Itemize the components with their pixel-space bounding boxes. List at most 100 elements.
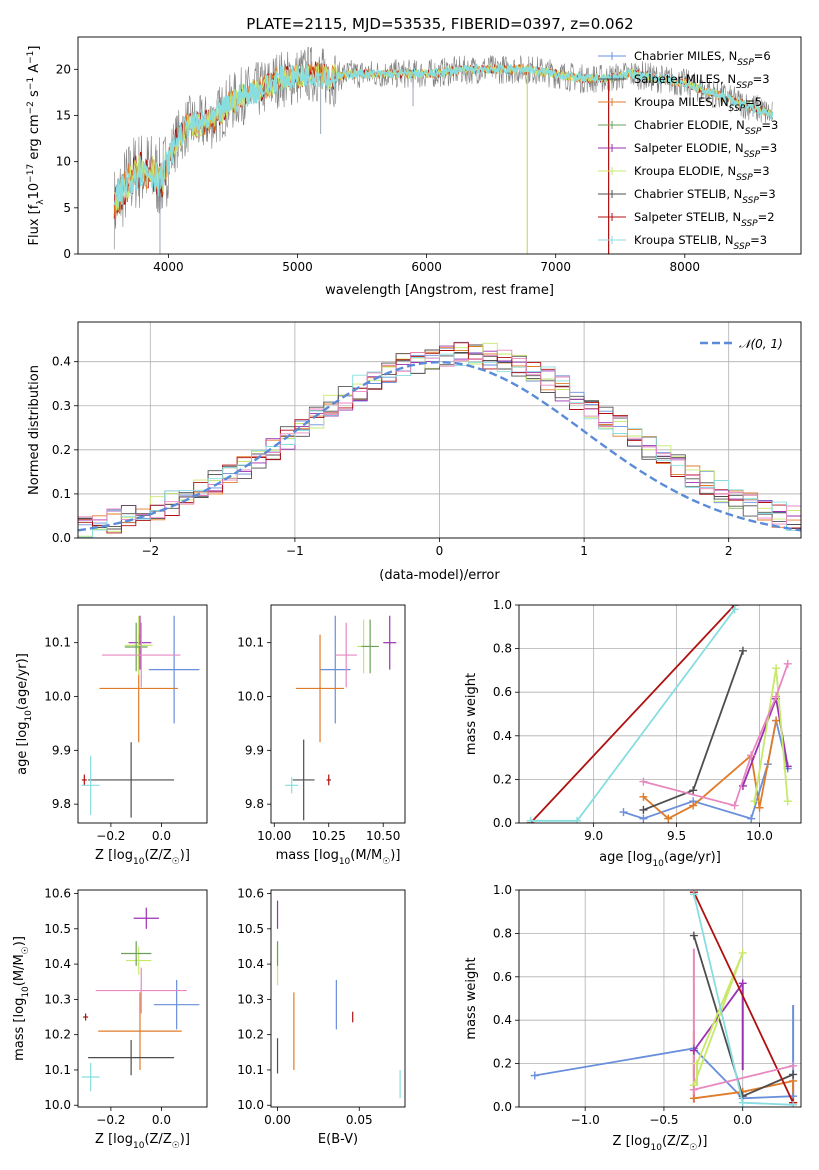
- y-axis-label: mass weight: [464, 957, 479, 1039]
- weight-marker: [526, 816, 535, 823]
- weight-marker: [689, 931, 698, 940]
- x-tick-label: 5000: [282, 260, 313, 274]
- label-part: (: [326, 1132, 331, 1147]
- label-part: [: [15, 741, 30, 746]
- x-axis-label: Z [log10(Z/Z☉)]: [95, 1132, 190, 1151]
- y-tick-label: 0.8: [493, 926, 512, 940]
- weight-marker: [747, 814, 756, 823]
- label-part: log: [15, 722, 30, 742]
- weight-line-pink: [693, 1064, 794, 1091]
- y-tick-label: 0.2: [493, 772, 512, 786]
- x-tick-label: −1: [286, 544, 304, 558]
- x-tick-label: 0.05: [346, 1113, 373, 1127]
- label-part: e: [685, 850, 693, 865]
- label-part: 10: [652, 859, 664, 869]
- label-part: a: [288, 848, 296, 863]
- label-part: a: [15, 767, 30, 775]
- label-part: ): [697, 1134, 702, 1149]
- y-tick-label: 0.6: [493, 685, 512, 699]
- weight-marker: [689, 890, 698, 899]
- y-tick-label: 5: [63, 201, 71, 215]
- label-part: 10: [133, 857, 145, 867]
- label-part: [: [108, 1132, 113, 1147]
- legend-label: Salpeter STELIB, NSSP=2: [634, 210, 775, 229]
- figure-title: PLATE=2115, MJD=53535, FIBERID=0397, z=0…: [246, 15, 633, 33]
- weight-marker: [619, 808, 628, 817]
- y-tick-label: 10.0: [237, 690, 264, 704]
- legend-label: Chabrier ELODIE, NSSP=3: [634, 118, 778, 137]
- x-axis-label: Z [log10(Z/Z☉)]: [95, 848, 190, 867]
- label-part: =2: [758, 210, 775, 224]
- label-part: Z: [150, 1132, 159, 1147]
- label-part: 10: [24, 710, 34, 722]
- label-part: Z: [667, 1134, 676, 1149]
- legend-label: Salpeter ELODIE, NSSP=3: [634, 141, 777, 160]
- x-tick-label: −0.2: [96, 1113, 125, 1127]
- weight-marker: [755, 803, 764, 812]
- label-part: s: [303, 848, 310, 863]
- axes-age_vs_z: −0.2 0.09.89.910.010.1Z [log10(Z/Z☉)]age …: [15, 604, 208, 867]
- label-part: Flux [f: [27, 204, 42, 245]
- spectrum-model-line-cyan: [113, 63, 774, 207]
- plot-area-mass_vs_ebv: [276, 900, 401, 1099]
- y-tick-label: 9.9: [245, 743, 264, 757]
- weight-marker: [664, 814, 673, 823]
- label-part: Z: [150, 848, 159, 863]
- label-part: /: [158, 1132, 163, 1147]
- weight-marker: [689, 786, 698, 795]
- x-tick-label: 7000: [540, 260, 571, 274]
- x-tick-label: 10.50: [366, 829, 400, 843]
- x-tick-label: 8000: [670, 260, 701, 274]
- weight-marker: [573, 816, 582, 823]
- weight-marker: [738, 1098, 747, 1107]
- label-part: SSP: [745, 127, 762, 137]
- histogram-step-darkgray: [78, 352, 801, 530]
- y-tick-label: 0: [63, 247, 71, 261]
- weight-marker: [693, 1059, 702, 1068]
- label-part: ): [390, 848, 395, 863]
- label-part: ]: [702, 1134, 707, 1149]
- label-part: Salpeter STELIB, N: [634, 210, 741, 224]
- x-axis-label: mass [log10(M/M☉)]: [276, 848, 401, 867]
- weight-line-orange: [642, 720, 777, 820]
- label-part: 10: [133, 1141, 145, 1151]
- label-part: ): [12, 941, 27, 946]
- y-tick-label: 10.1: [44, 1063, 71, 1077]
- label-part: 10: [650, 1143, 662, 1153]
- y-tick-label: 10.4: [237, 957, 264, 971]
- label-part: SSP: [729, 104, 746, 114]
- label-part: =3: [753, 164, 770, 178]
- y-tick-label: 10.1: [44, 636, 71, 650]
- y-axis-label: Flux [fλ10−17 erg cm−2 s−1 A−1]: [26, 46, 46, 246]
- label-part: log: [631, 1134, 651, 1149]
- label-part: [: [108, 848, 113, 863]
- label-part: SSP: [734, 242, 751, 252]
- axes-mass_vs_ebv: 0.00 0.05 10.0 10.1 10.2 10.3 10.4 10.5 10.6 E(B-…: [237, 887, 406, 1147]
- label-part: =3: [761, 118, 778, 132]
- label-part: M: [355, 848, 366, 863]
- label-part: m: [12, 1048, 27, 1061]
- label-part: Z: [613, 1134, 622, 1149]
- weight-marker: [750, 797, 759, 806]
- label-part: s: [12, 1033, 27, 1040]
- axes-frame: [518, 889, 802, 1108]
- y-tick-label: 0.8: [493, 642, 512, 656]
- plot-area-weight_vs_z: [519, 890, 801, 1107]
- label-part: (: [350, 848, 355, 863]
- label-part: ☉: [21, 946, 31, 954]
- axes-frame: [270, 604, 406, 824]
- weight-marker: [730, 605, 739, 614]
- axes-weight_vs_z: −1.0 −0.5 0.00.00.20.40.60.81.0Z [log10(Z/…: [464, 883, 802, 1153]
- plot-area-age_vs_z: [81, 615, 200, 818]
- label-part: /: [158, 848, 163, 863]
- y-tick-label: 10.0: [237, 1098, 264, 1112]
- weight-marker: [738, 948, 747, 957]
- label-part: E: [318, 1132, 326, 1147]
- weight-marker: [783, 797, 792, 806]
- y-tick-label: 20: [56, 62, 71, 76]
- y-tick-label: 0.0: [493, 816, 512, 830]
- label-part: g: [607, 850, 615, 865]
- weight-marker: [689, 801, 698, 810]
- label-part: Chabrier STELIB, N: [634, 187, 742, 201]
- label-part: (: [15, 705, 30, 710]
